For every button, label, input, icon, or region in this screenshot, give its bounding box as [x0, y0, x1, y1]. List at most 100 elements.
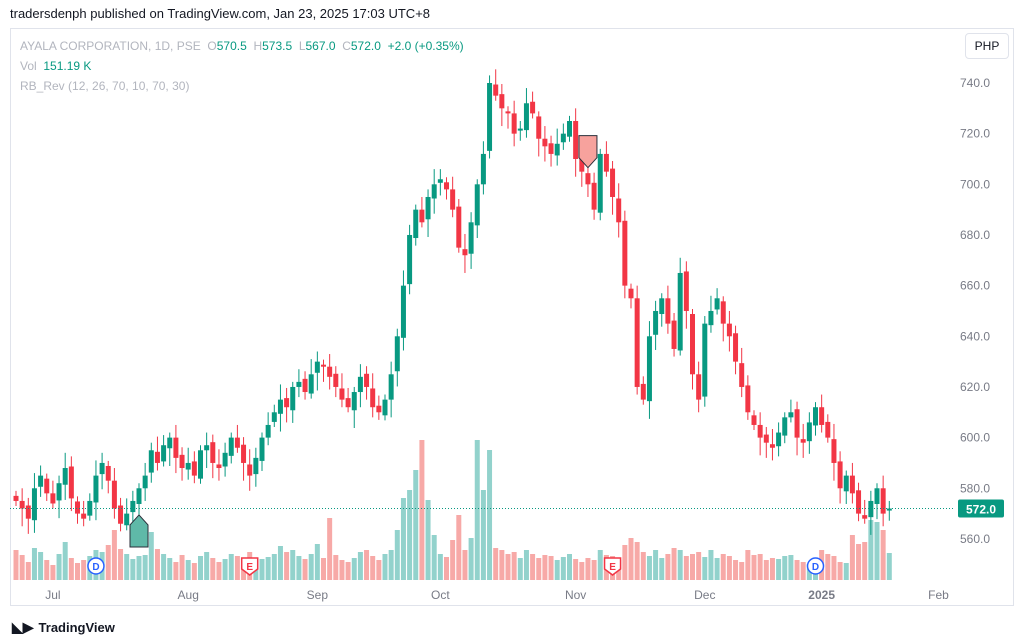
x-tick-label: 2025 — [808, 588, 835, 602]
candle-body — [511, 113, 517, 134]
volume-bar — [148, 532, 154, 580]
volume-bar — [683, 556, 689, 580]
candle-body — [253, 457, 259, 475]
y-tick-label: 720.0 — [960, 127, 990, 141]
volume-bar — [800, 562, 806, 580]
candle-body — [603, 153, 609, 172]
candle-body — [708, 310, 714, 326]
high-value: 573.5 — [262, 39, 293, 53]
indicator-label[interactable]: RB_Rev (12, 26, 70, 10, 70, 30) — [20, 79, 190, 93]
candle-body — [634, 298, 640, 387]
volume-bar — [837, 562, 843, 580]
volume-bar — [167, 558, 173, 580]
currency-button[interactable]: PHP — [965, 33, 1009, 59]
publish-header: tradersdenph published on TradingView.co… — [10, 6, 431, 21]
sell-signal-arrow — [578, 135, 598, 169]
volume-bar — [351, 558, 357, 580]
volume-bar — [856, 544, 862, 580]
candle-body — [726, 323, 732, 337]
y-tick-label: 640.0 — [960, 329, 990, 343]
candle-body — [93, 475, 99, 503]
candle-body — [499, 94, 505, 109]
candle-body — [50, 493, 56, 504]
candle-body — [161, 445, 167, 462]
volume-bar — [105, 545, 111, 580]
last-price-badge — [958, 499, 1004, 518]
volume-bar — [444, 557, 449, 580]
open-value: 570.5 — [216, 39, 247, 53]
candle-body — [148, 450, 154, 473]
volume-bar — [585, 558, 591, 580]
candle-body — [419, 209, 425, 223]
volume-bar — [560, 557, 566, 580]
y-tick-label: 680.0 — [960, 228, 990, 242]
volume-bar — [339, 560, 345, 580]
candle-body — [751, 415, 757, 425]
candle-body — [364, 373, 370, 387]
earnings-icon — [240, 557, 259, 576]
volume-bar — [19, 555, 25, 580]
x-tick-label: Jul — [45, 588, 60, 602]
volume-bar — [573, 559, 579, 580]
volume-bar — [474, 440, 480, 580]
candle-body — [19, 500, 25, 509]
candle-body — [290, 386, 296, 411]
volume-bar — [530, 554, 536, 580]
candle-body — [745, 385, 751, 413]
tradingview-logo[interactable]: ◣▶ TradingView — [12, 619, 115, 636]
candle-body — [302, 378, 308, 393]
candle-body — [450, 189, 456, 210]
volume-bar — [222, 559, 228, 580]
volume-bar — [13, 550, 19, 580]
candle-body — [382, 399, 388, 416]
volume-bar — [591, 560, 597, 580]
candle-body — [241, 444, 247, 463]
candle-body — [862, 515, 868, 519]
candle-body — [142, 475, 148, 489]
candle-body — [62, 468, 68, 485]
volume-bar — [277, 546, 283, 580]
volume-bar — [271, 554, 277, 580]
y-tick-label: 620.0 — [960, 380, 990, 394]
volume-bar — [191, 563, 197, 580]
volume-bar — [364, 550, 370, 580]
candle-body — [696, 374, 702, 400]
candle-body — [247, 464, 253, 476]
chart-pane[interactable] — [10, 28, 1014, 606]
volume-bar — [25, 562, 31, 580]
candle-body — [579, 155, 585, 172]
candle-body — [234, 437, 240, 448]
volume-bar — [124, 554, 130, 580]
candle-body — [640, 383, 646, 400]
candle-body — [874, 488, 880, 504]
candle-body — [339, 388, 345, 400]
high-label: H — [253, 39, 263, 53]
volume-bar — [185, 560, 191, 580]
y-tick-label: 580.0 — [960, 481, 990, 495]
candle-body — [105, 465, 111, 481]
volume-bar — [419, 440, 425, 580]
low-value: 567.0 — [305, 39, 336, 53]
volume-bar — [327, 518, 333, 580]
volume-bar — [456, 515, 462, 580]
candle-body — [468, 222, 474, 254]
candle-body — [413, 209, 419, 239]
volume-bar — [179, 555, 185, 580]
volume-bar — [499, 550, 505, 580]
candle-body — [185, 462, 191, 470]
close-value: 572.0 — [350, 39, 381, 53]
volume-bar — [154, 549, 160, 580]
candle-body — [210, 442, 216, 463]
volume-bar — [646, 556, 652, 580]
candle-body — [173, 437, 179, 458]
volume-bar — [400, 498, 406, 580]
candle-body — [191, 461, 197, 476]
candle-body — [118, 505, 124, 524]
candle-body — [769, 444, 775, 448]
candle-body — [554, 143, 560, 156]
volume-bar — [468, 538, 474, 580]
candle-body — [56, 483, 62, 501]
candle-body — [333, 373, 339, 387]
earnings-label: E — [246, 562, 253, 573]
